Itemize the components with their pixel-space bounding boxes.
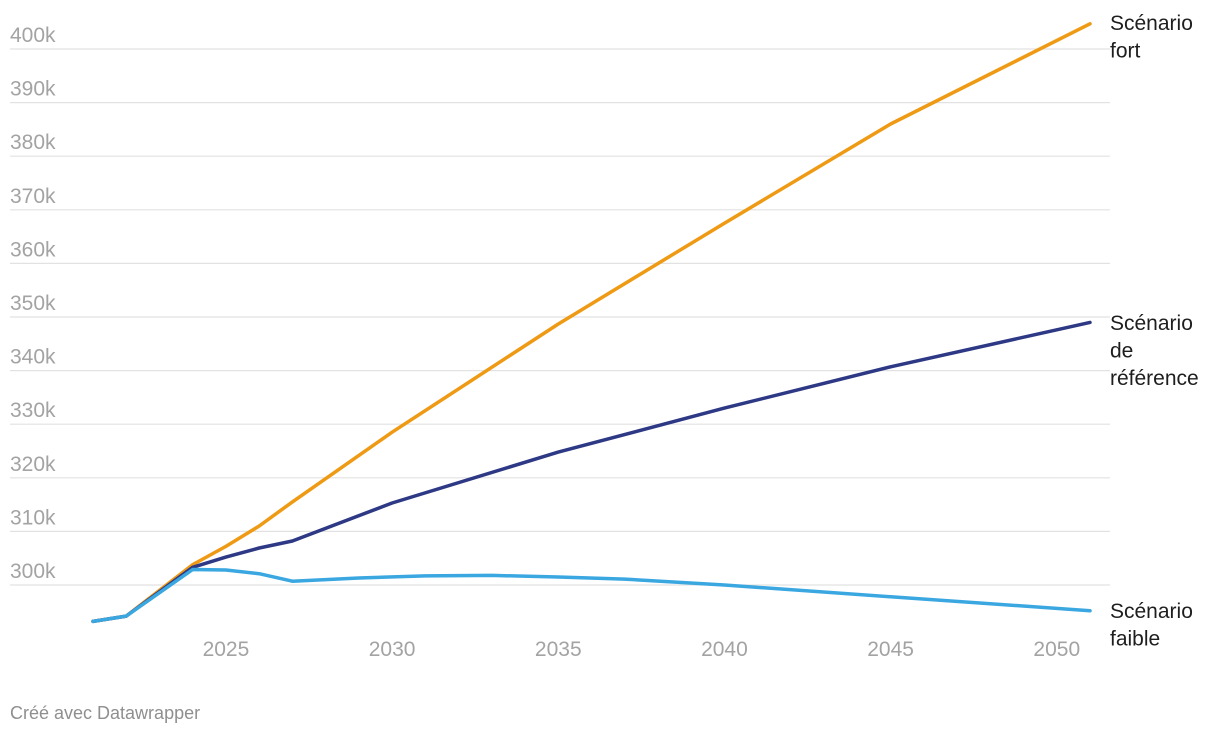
y-tick-label: 340k — [10, 346, 56, 369]
x-tick-label: 2025 — [203, 638, 250, 661]
y-tick-label: 400k — [10, 24, 56, 47]
y-tick-label: 330k — [10, 399, 56, 422]
y-tick-label: 390k — [10, 78, 56, 101]
y-tick-label: 380k — [10, 131, 56, 154]
y-tick-label: 310k — [10, 506, 56, 529]
x-tick-label: 2045 — [867, 638, 914, 661]
x-axis-tick-labels: 2025 2030 2035 2040 2045 2050 — [203, 638, 1081, 661]
series-labels: Scénario fort Scénario de référence Scénario f… — [1110, 12, 1199, 651]
x-tick-label: 2040 — [701, 638, 748, 661]
x-tick-label: 2030 — [369, 638, 416, 661]
x-tick-label: 2035 — [535, 638, 582, 661]
gridlines — [10, 48, 1110, 586]
y-axis-tick-labels: 300k 310k 320k 330k 340k 350k 360k 370k 380k 390k… — [10, 24, 56, 583]
y-tick-label: 370k — [10, 185, 56, 208]
y-tick-label: 350k — [10, 292, 56, 315]
series-label-0: Scénario fort — [1110, 12, 1193, 63]
x-tick-label: 2050 — [1033, 638, 1080, 661]
series-label-2: Scénario faible — [1110, 600, 1193, 651]
y-tick-label: 320k — [10, 453, 56, 476]
series-line-2 — [91, 567, 1092, 624]
series-label-1: Scénario de référence — [1110, 312, 1199, 390]
y-tick-label: 300k — [10, 560, 56, 583]
series-lines — [91, 22, 1092, 624]
datawrapper-credit: Créé avec Datawrapper — [10, 703, 201, 723]
y-tick-label: 360k — [10, 238, 56, 261]
